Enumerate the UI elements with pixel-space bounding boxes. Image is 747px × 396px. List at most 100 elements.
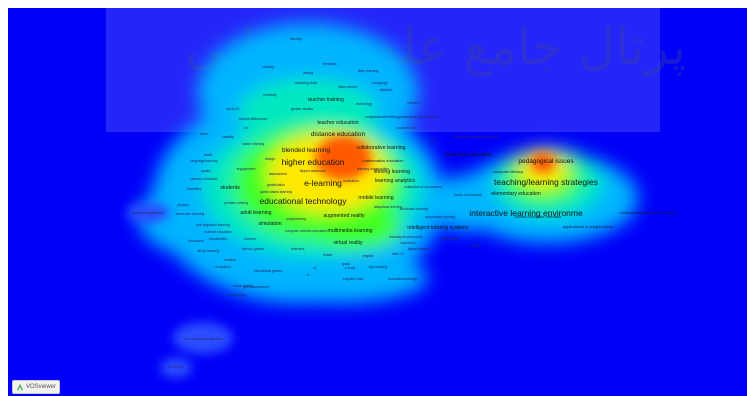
term-label[interactable]: learning communities: [356, 167, 390, 171]
term-label[interactable]: digital literacy: [407, 247, 429, 251]
term-label[interactable]: knowledge: [229, 293, 247, 297]
term-label[interactable]: emotion: [223, 258, 237, 262]
term-label[interactable]: computer literacy: [492, 169, 524, 174]
term-label[interactable]: ar: [313, 266, 317, 270]
term-label[interactable]: deep learning: [357, 69, 379, 73]
term-label[interactable]: learning analytics: [374, 178, 416, 184]
term-label[interactable]: computational thinking: [365, 115, 399, 119]
term-label[interactable]: teacher training: [308, 97, 344, 103]
term-label[interactable]: interactive learning: [175, 212, 205, 216]
term-label[interactable]: co-design: [168, 365, 184, 369]
term-label[interactable]: online learning: [241, 142, 265, 146]
term-label[interactable]: self-regulated learning: [196, 223, 230, 227]
term-label[interactable]: flipped classroom: [299, 169, 327, 173]
term-label[interactable]: tpack: [341, 262, 351, 266]
term-label[interactable]: adult learning: [240, 210, 272, 216]
term-label[interactable]: learning environments: [389, 235, 423, 239]
term-label[interactable]: collaborative learning: [356, 145, 406, 151]
term-label[interactable]: attitudes: [379, 88, 393, 92]
vosviewer-logo[interactable]: VOSviewer: [12, 380, 60, 394]
term-label[interactable]: students: [220, 185, 240, 191]
term-label[interactable]: human-computer interface: [514, 214, 562, 219]
term-label[interactable]: physics: [177, 203, 189, 207]
term-label[interactable]: programming: [286, 217, 306, 221]
term-label[interactable]: quality: [201, 169, 211, 173]
term-label[interactable]: student engagement: [132, 211, 164, 215]
term-label[interactable]: usability: [221, 135, 235, 139]
term-label[interactable]: web 2.0: [392, 252, 404, 256]
term-label[interactable]: e-book: [344, 266, 356, 270]
term-label[interactable]: english: [362, 254, 374, 258]
term-label[interactable]: improving classroom teaching: [453, 135, 499, 139]
term-label[interactable]: serious games: [241, 247, 265, 251]
term-label[interactable]: professional development: [398, 115, 438, 119]
term-label[interactable]: virtual learning: [196, 249, 220, 253]
term-label[interactable]: instruction: [400, 241, 416, 245]
term-label[interactable]: teachers: [291, 247, 305, 251]
term-label[interactable]: creativity: [263, 93, 277, 97]
term-label[interactable]: distance education: [310, 131, 366, 138]
term-label[interactable]: architectures: [440, 237, 460, 241]
term-label[interactable]: covid-19: [226, 107, 240, 111]
term-label[interactable]: writing: [303, 71, 313, 75]
term-label[interactable]: robotics: [407, 101, 419, 105]
term-label[interactable]: mooc: [428, 138, 438, 142]
term-label[interactable]: applications in subject areas: [562, 224, 614, 229]
term-label[interactable]: data science: [338, 85, 358, 89]
term-label[interactable]: lifelong learning: [373, 169, 411, 175]
term-label[interactable]: gamification: [266, 183, 286, 187]
term-label[interactable]: problem solving: [224, 201, 248, 205]
density-map-canvas[interactable]: پرتال جامع علوم انسانی: [8, 8, 747, 396]
term-label[interactable]: post-secondary education: [184, 337, 224, 341]
term-label[interactable]: engagement: [236, 167, 256, 171]
term-label[interactable]: evaluation: [215, 265, 231, 269]
term-label[interactable]: teaching/learning strategies: [494, 177, 598, 187]
term-label[interactable]: authoring tools: [294, 81, 318, 85]
term-label[interactable]: science education: [204, 230, 232, 234]
term-label[interactable]: pedagogical issues: [518, 158, 574, 165]
term-label[interactable]: language learning: [190, 159, 218, 163]
term-label[interactable]: tablet: [203, 153, 213, 157]
term-label[interactable]: cognitive load: [342, 277, 364, 281]
term-label[interactable]: internet: [244, 237, 256, 241]
term-label[interactable]: elementary education: [491, 191, 541, 197]
term-label[interactable]: feedback: [323, 62, 337, 66]
term-label[interactable]: cultural differences: [238, 117, 268, 121]
term-label[interactable]: primary education: [190, 177, 218, 181]
term-label[interactable]: intelligent tutoring systems: [407, 225, 469, 231]
term-label[interactable]: ubiquitous learning: [373, 205, 403, 209]
term-label[interactable]: learning: [289, 37, 303, 41]
term-label[interactable]: video: [199, 132, 209, 136]
term-label[interactable]: computer science education: [284, 229, 328, 233]
term-label[interactable]: reading: [262, 65, 274, 69]
term-label[interactable]: media in education: [453, 193, 483, 197]
term-label[interactable]: blended learning: [281, 147, 331, 154]
term-label[interactable]: evaluation of cai systems: [404, 185, 442, 189]
term-label[interactable]: ict: [244, 126, 248, 130]
term-label[interactable]: mobile learning: [358, 195, 394, 201]
term-label[interactable]: distributed learning: [399, 207, 429, 211]
term-label[interactable]: secondary education: [444, 152, 492, 158]
term-label[interactable]: multimedia learning: [327, 228, 373, 234]
term-label[interactable]: twitter: [323, 253, 333, 257]
term-label[interactable]: educational technology: [259, 196, 347, 206]
term-label[interactable]: teacher education: [317, 120, 359, 126]
term-label[interactable]: visualization: [208, 237, 228, 241]
term-label[interactable]: simulation: [258, 221, 282, 227]
term-label[interactable]: vr: [306, 273, 310, 277]
term-label[interactable]: pedagogy: [372, 81, 388, 85]
term-label[interactable]: virtual reality: [333, 240, 363, 246]
term-label[interactable]: augmented reality: [323, 213, 365, 219]
term-label[interactable]: gender studies: [290, 107, 314, 111]
term-label[interactable]: interactive learning environme: [469, 208, 583, 218]
term-label[interactable]: peer assessment: [243, 285, 269, 289]
term-label[interactable]: game-based learning: [260, 190, 292, 194]
term-label[interactable]: social media: [396, 126, 416, 130]
term-label[interactable]: assessment: [268, 172, 288, 176]
term-label[interactable]: e-learning: [304, 178, 342, 188]
term-label[interactable]: eye tracking: [368, 265, 388, 269]
term-label[interactable]: technology: [355, 102, 373, 106]
term-label[interactable]: multimedia/hypermedia systems: [619, 210, 677, 215]
term-label[interactable]: higher education: [281, 157, 345, 167]
term-label[interactable]: design: [265, 157, 275, 161]
